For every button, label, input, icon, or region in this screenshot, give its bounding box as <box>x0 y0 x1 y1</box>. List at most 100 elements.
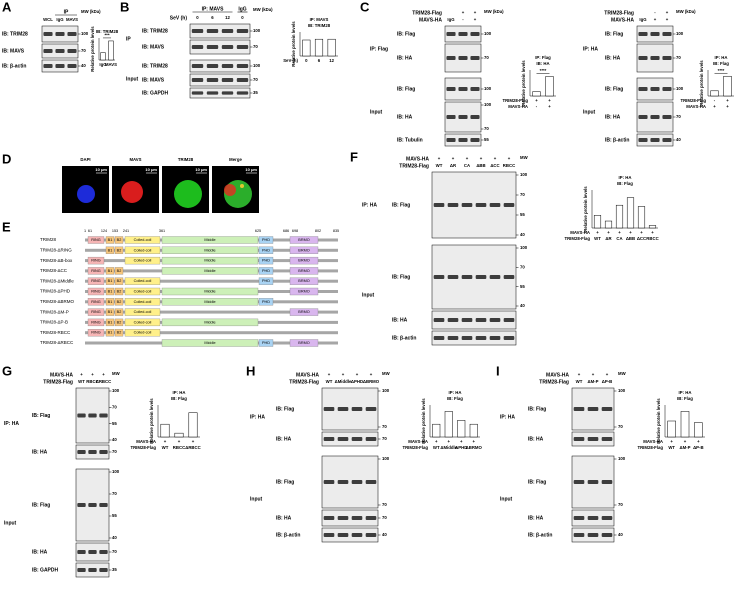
domain <box>105 236 115 244</box>
band <box>323 516 335 520</box>
panel-letter: C <box>360 0 370 14</box>
domain <box>114 329 124 337</box>
lane-label: + <box>474 10 477 15</box>
band <box>77 450 86 454</box>
mw-label: 100 <box>676 31 684 36</box>
mw-label: 100 <box>484 31 492 36</box>
domain <box>161 267 259 275</box>
domain <box>258 256 274 265</box>
domain <box>105 277 115 285</box>
blot-label: IB: GAPDH <box>142 90 169 96</box>
mw-label: 70 <box>382 424 387 429</box>
mw-title: MW (kDa) <box>81 9 101 14</box>
y-axis-label: Relative protein levels <box>521 60 526 106</box>
band <box>365 437 377 441</box>
panel-letter: E <box>2 219 11 234</box>
x-tick-label: IgG <box>99 62 107 67</box>
x-tick-label: + <box>460 439 463 444</box>
band <box>503 318 515 322</box>
y-axis-label: Relative protein levels <box>699 60 704 106</box>
domain-label: B2 <box>117 310 122 314</box>
domain-label: BRMO <box>298 341 309 345</box>
mw-label: 40 <box>382 532 387 537</box>
mw-label: 100 <box>676 86 684 91</box>
mw-label: 100 <box>618 388 626 393</box>
band <box>323 407 335 411</box>
chart-title: IP: HA <box>679 390 692 395</box>
band <box>503 275 515 279</box>
x-tick-label: + <box>726 98 729 103</box>
mw-title: MW <box>382 371 391 376</box>
band <box>638 87 648 91</box>
band <box>55 32 65 36</box>
residue-position: 802 <box>315 229 321 233</box>
lane-label: CA <box>464 163 470 168</box>
x-tick-label: + <box>192 439 195 444</box>
cell-signal <box>77 185 95 203</box>
backbone <box>85 331 338 335</box>
group-label: Input <box>500 496 513 502</box>
condition-name: TRIM28-Flag <box>502 98 528 103</box>
mw-label: 70 <box>520 192 525 197</box>
domain-label: RING <box>91 310 101 314</box>
band <box>470 115 480 119</box>
y-axis-label: Relative protein levels <box>421 398 426 444</box>
band <box>43 64 53 68</box>
condition-name: MAVS-HA <box>408 439 428 444</box>
band <box>662 56 672 60</box>
lane-label: + <box>654 17 657 22</box>
domain <box>87 256 105 265</box>
residue-position: 153 <box>112 229 118 233</box>
residue-position: 625 <box>255 229 261 233</box>
construct-name: TRIM28-ΔRING <box>40 247 72 252</box>
band <box>433 318 445 322</box>
chart-title: IP: HA <box>173 390 186 395</box>
blot-label: IB: Flag <box>397 31 415 37</box>
band <box>587 516 599 520</box>
chart-subtitle: IB: Flag <box>171 396 187 401</box>
band <box>662 115 672 119</box>
domain <box>124 298 161 306</box>
domain-label: B2 <box>117 269 122 273</box>
group-label: Input <box>370 109 383 115</box>
domain-label: Coiled-coil <box>134 279 152 283</box>
lane-label: WT <box>436 163 443 168</box>
igg-label: IgG <box>447 17 455 22</box>
domain-label: BRMO <box>298 248 309 252</box>
residue-position: 1 <box>84 229 86 233</box>
mw-label: 70 <box>253 44 258 49</box>
group-label: Input <box>362 292 375 298</box>
band <box>650 32 660 36</box>
band <box>191 91 204 95</box>
domain-label: Middle <box>204 238 215 242</box>
domain <box>87 318 105 327</box>
domain-label: PHD <box>262 259 270 263</box>
condition-name: MAVS-HA <box>50 372 73 378</box>
chart-title: IP: HA <box>715 55 728 60</box>
band <box>447 336 459 340</box>
x-tick-label: 0 <box>305 58 308 63</box>
x-tick-label: + <box>548 98 551 103</box>
band <box>601 437 613 441</box>
domain-label: Middle <box>204 248 215 252</box>
condition-name: MAVS-HA <box>686 104 706 109</box>
domain-label: RING <box>91 331 101 335</box>
x-tick-label: + <box>651 230 654 235</box>
band <box>587 480 599 484</box>
blot-label: IB: β-actin <box>392 335 416 341</box>
domain-label: B2 <box>117 248 122 252</box>
domain-label: Coiled-coil <box>134 238 152 242</box>
blot-label: IB: HA <box>528 436 544 442</box>
lane-label: + <box>342 372 345 377</box>
domain-label: Middle <box>204 300 215 304</box>
chart-title: IB: TRIM28 <box>96 29 119 34</box>
blot-label: IB: TRIM28 <box>142 63 168 69</box>
mw-title: MW <box>618 371 627 376</box>
group-label: Input <box>583 109 596 115</box>
construct-name: TRIM28-ΔP-B <box>40 320 68 325</box>
lane-label: ΔRBCC <box>96 379 112 384</box>
x-tick-label: + <box>447 439 450 444</box>
condition-name: TRIM28-Flag <box>130 445 156 450</box>
band <box>503 203 515 207</box>
igg-label: IgG <box>639 17 647 22</box>
